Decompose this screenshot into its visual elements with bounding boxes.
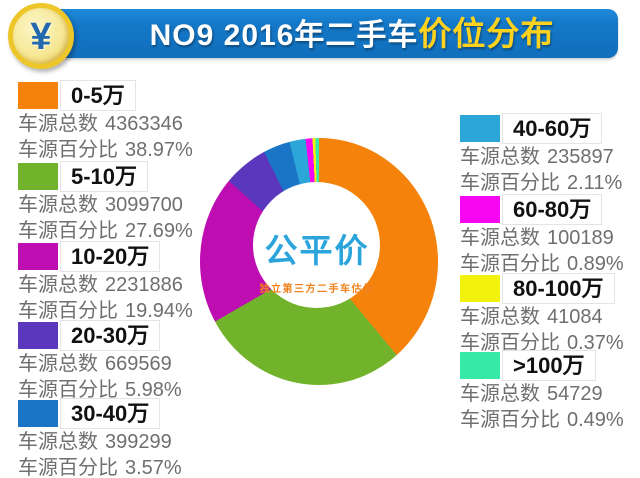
legend-item-80-100: 80-100万 车源总数 41084 车源百分比 0.37% bbox=[460, 273, 640, 356]
legend-total: 车源总数 2231886 bbox=[18, 274, 183, 296]
legend-swatch bbox=[18, 400, 58, 427]
legend-item-40-60: 40-60万 车源总数 235897 车源百分比 2.11% bbox=[460, 113, 640, 196]
legend-range-label: >100万 bbox=[502, 350, 596, 381]
legend-swatch bbox=[18, 163, 58, 190]
legend-range-label: 30-40万 bbox=[60, 398, 161, 429]
legend-percent: 车源百分比 2.11% bbox=[460, 172, 623, 194]
legend-swatch bbox=[18, 243, 58, 270]
legend-percent: 车源百分比 5.98% bbox=[18, 379, 182, 401]
legend-range-label: 5-10万 bbox=[60, 161, 149, 192]
legend-swatch bbox=[460, 275, 500, 302]
legend-total: 车源总数 399299 bbox=[18, 431, 172, 453]
legend-range-label: 80-100万 bbox=[502, 273, 615, 304]
center-logo-tagline: 独立第三方二手车估值 bbox=[259, 284, 375, 295]
legend-swatch bbox=[460, 196, 500, 223]
legend-total: 车源总数 41084 bbox=[460, 306, 603, 328]
legend-total: 车源总数 100189 bbox=[460, 227, 614, 249]
legend-swatch bbox=[460, 352, 500, 379]
legend-item-30-40: 30-40万 车源总数 399299 车源百分比 3.57% bbox=[18, 398, 228, 478]
legend-item-over-100: >100万 车源总数 54729 车源百分比 0.49% bbox=[460, 350, 640, 433]
legend-percent: 车源百分比 38.97% bbox=[18, 139, 193, 161]
legend-total: 车源总数 54729 bbox=[460, 383, 603, 405]
yen-symbol: ¥ bbox=[30, 16, 52, 58]
legend-total: 车源总数 3099700 bbox=[18, 194, 183, 216]
legend-item-20-30: 20-30万 车源总数 669569 车源百分比 5.98% bbox=[18, 320, 228, 403]
legend-swatch bbox=[18, 322, 58, 349]
legend-item-0-5: 0-5万 车源总数 4363346 车源百分比 38.97% bbox=[18, 80, 228, 163]
legend-range-label: 40-60万 bbox=[502, 113, 603, 144]
legend-swatch bbox=[18, 82, 58, 109]
legend-total: 车源总数 669569 bbox=[18, 353, 172, 375]
legend-total: 车源总数 4363346 bbox=[18, 113, 183, 135]
page-title: NO9 2016年二手车价位分布 bbox=[28, 9, 618, 58]
legend-range-label: 10-20万 bbox=[60, 241, 161, 272]
legend-percent: 车源百分比 19.94% bbox=[18, 300, 193, 322]
legend-percent: 车源百分比 0.89% bbox=[460, 253, 624, 275]
page-title-highlight: 价位分布 bbox=[418, 15, 555, 52]
legend-range-label: 20-30万 bbox=[60, 320, 161, 351]
donut-hole bbox=[253, 182, 380, 308]
legend-percent: 车源百分比 0.49% bbox=[460, 409, 624, 431]
page-title-main: NO9 2016年二手车 bbox=[149, 19, 419, 52]
legend-percent: 车源百分比 27.69% bbox=[18, 220, 193, 242]
legend-swatch bbox=[460, 115, 500, 142]
legend-total: 车源总数 235897 bbox=[460, 146, 614, 168]
legend-item-60-80: 60-80万 车源总数 100189 车源百分比 0.89% bbox=[460, 194, 640, 277]
legend-item-10-20: 10-20万 车源总数 2231886 车源百分比 19.94% bbox=[18, 241, 228, 324]
center-logo-brand: 公平价 bbox=[264, 232, 370, 269]
legend-range-label: 0-5万 bbox=[60, 80, 136, 111]
legend-item-5-10: 5-10万 车源总数 3099700 车源百分比 27.69% bbox=[18, 161, 228, 244]
legend-percent: 车源百分比 3.57% bbox=[18, 457, 182, 478]
yen-coin-icon: ¥ bbox=[8, 3, 74, 69]
legend-range-label: 60-80万 bbox=[502, 194, 603, 225]
header-bar: NO9 2016年二手车价位分布 bbox=[28, 9, 618, 58]
legend-percent: 车源百分比 0.37% bbox=[460, 332, 624, 354]
